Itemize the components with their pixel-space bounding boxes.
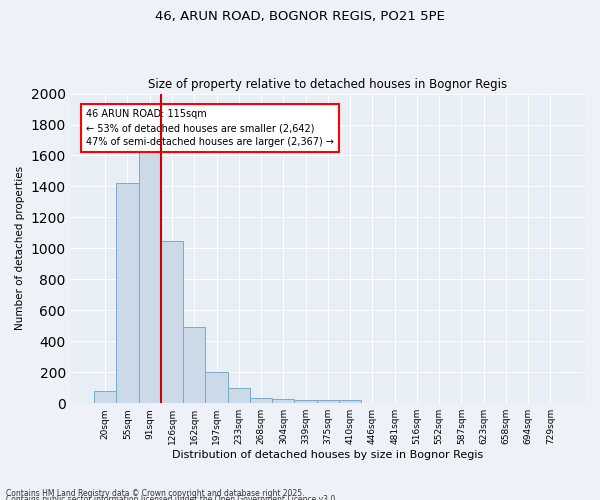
- Y-axis label: Number of detached properties: Number of detached properties: [15, 166, 25, 330]
- Bar: [183, 328, 205, 403]
- Bar: [227, 388, 250, 403]
- Bar: [339, 400, 361, 403]
- Text: 46 ARUN ROAD: 115sqm
← 53% of detached houses are smaller (2,642)
47% of semi-de: 46 ARUN ROAD: 115sqm ← 53% of detached h…: [86, 109, 334, 147]
- Bar: [272, 400, 295, 403]
- X-axis label: Distribution of detached houses by size in Bognor Regis: Distribution of detached houses by size …: [172, 450, 484, 460]
- Title: Size of property relative to detached houses in Bognor Regis: Size of property relative to detached ho…: [148, 78, 508, 91]
- Bar: [94, 391, 116, 403]
- Bar: [205, 372, 227, 403]
- Bar: [161, 240, 183, 403]
- Bar: [250, 398, 272, 403]
- Bar: [295, 400, 317, 403]
- Bar: [317, 400, 339, 403]
- Text: Contains HM Land Registry data © Crown copyright and database right 2025.: Contains HM Land Registry data © Crown c…: [6, 488, 305, 498]
- Text: Contains public sector information licensed under the Open Government Licence v3: Contains public sector information licen…: [6, 495, 338, 500]
- Text: 46, ARUN ROAD, BOGNOR REGIS, PO21 5PE: 46, ARUN ROAD, BOGNOR REGIS, PO21 5PE: [155, 10, 445, 23]
- Bar: [116, 184, 139, 403]
- Bar: [139, 152, 161, 403]
